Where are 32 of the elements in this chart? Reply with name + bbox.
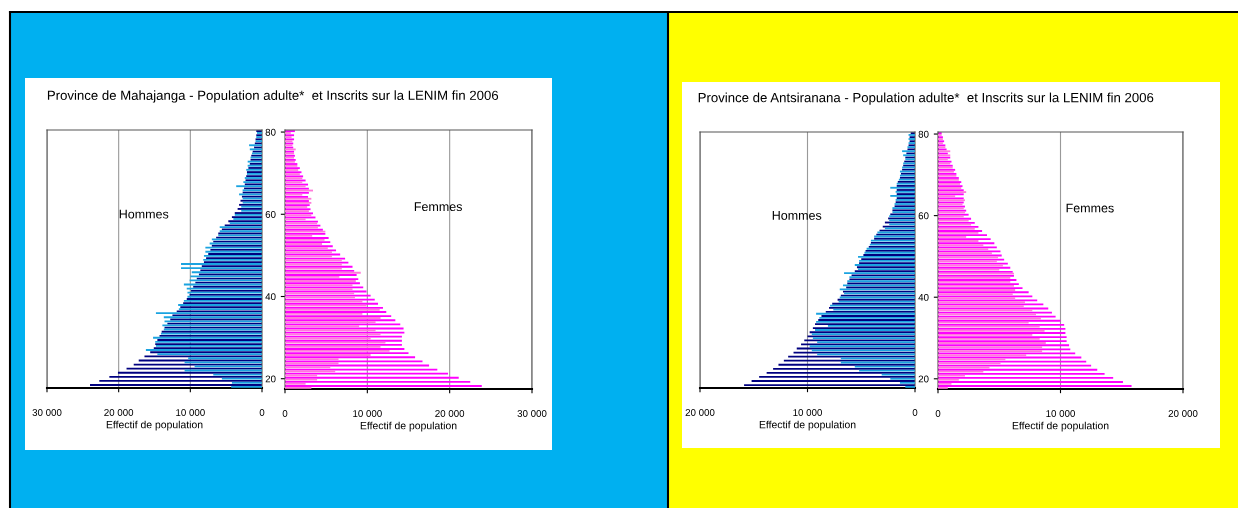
x-tick-label: 20 000 [685,409,715,416]
x-tick-label: 20 000 [435,410,465,417]
x-axis-title: Effectif de population [1012,421,1109,432]
x-tick-label: 10 000 [1046,410,1075,417]
x-tick-label: 0 [282,410,288,417]
y-tick-label: 20 [265,375,276,383]
x-tick-label: 30 000 [32,409,62,416]
x-tick-label: 10 000 [353,410,382,417]
x-tick-label: 20 000 [104,409,134,416]
chart-title: Province de Antsiranana - Population adulte* et Inscrits sur la LENIM fin 2006 [698,92,1154,105]
x-tick-label: 0 [912,409,918,416]
x-tick-label: 30 000 [517,410,547,417]
x-axis-title: Effectif de population [360,421,457,432]
chart-title: Province de Mahajanga - Population adulte* et Inscrits sur la LENIM fin 2006 [47,90,499,103]
x-tick-label: 0 [259,409,265,416]
x-axis-title: Effectif de population [759,420,856,431]
x-tick-label: 0 [935,410,941,417]
y-tick-label: 40 [918,293,929,301]
x-tick-label: 10 000 [793,409,822,416]
x-tick-label: 20 000 [1168,410,1198,417]
annotation: Femmes [1066,203,1114,213]
annotation: Hommes [119,209,169,219]
y-tick-label: 40 [265,293,276,301]
y-tick-label: 80 [265,128,276,136]
y-tick-label: 60 [918,212,929,220]
y-tick-label: 60 [265,211,276,218]
y-tick-label: 80 [918,130,929,138]
annotation: Femmes [414,202,462,212]
x-tick-label: 10 000 [176,409,205,416]
annotation: Hommes [772,211,822,220]
x-axis-title: Effectif de population [106,420,203,431]
y-tick-label: 20 [918,375,929,383]
